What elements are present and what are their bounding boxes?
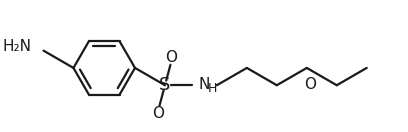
Text: N: N: [199, 77, 210, 92]
Text: O: O: [165, 50, 177, 65]
Text: O: O: [153, 106, 164, 121]
Text: S: S: [159, 76, 171, 94]
Text: O: O: [304, 77, 316, 92]
Text: H₂N: H₂N: [2, 39, 31, 54]
Text: H: H: [207, 82, 217, 95]
